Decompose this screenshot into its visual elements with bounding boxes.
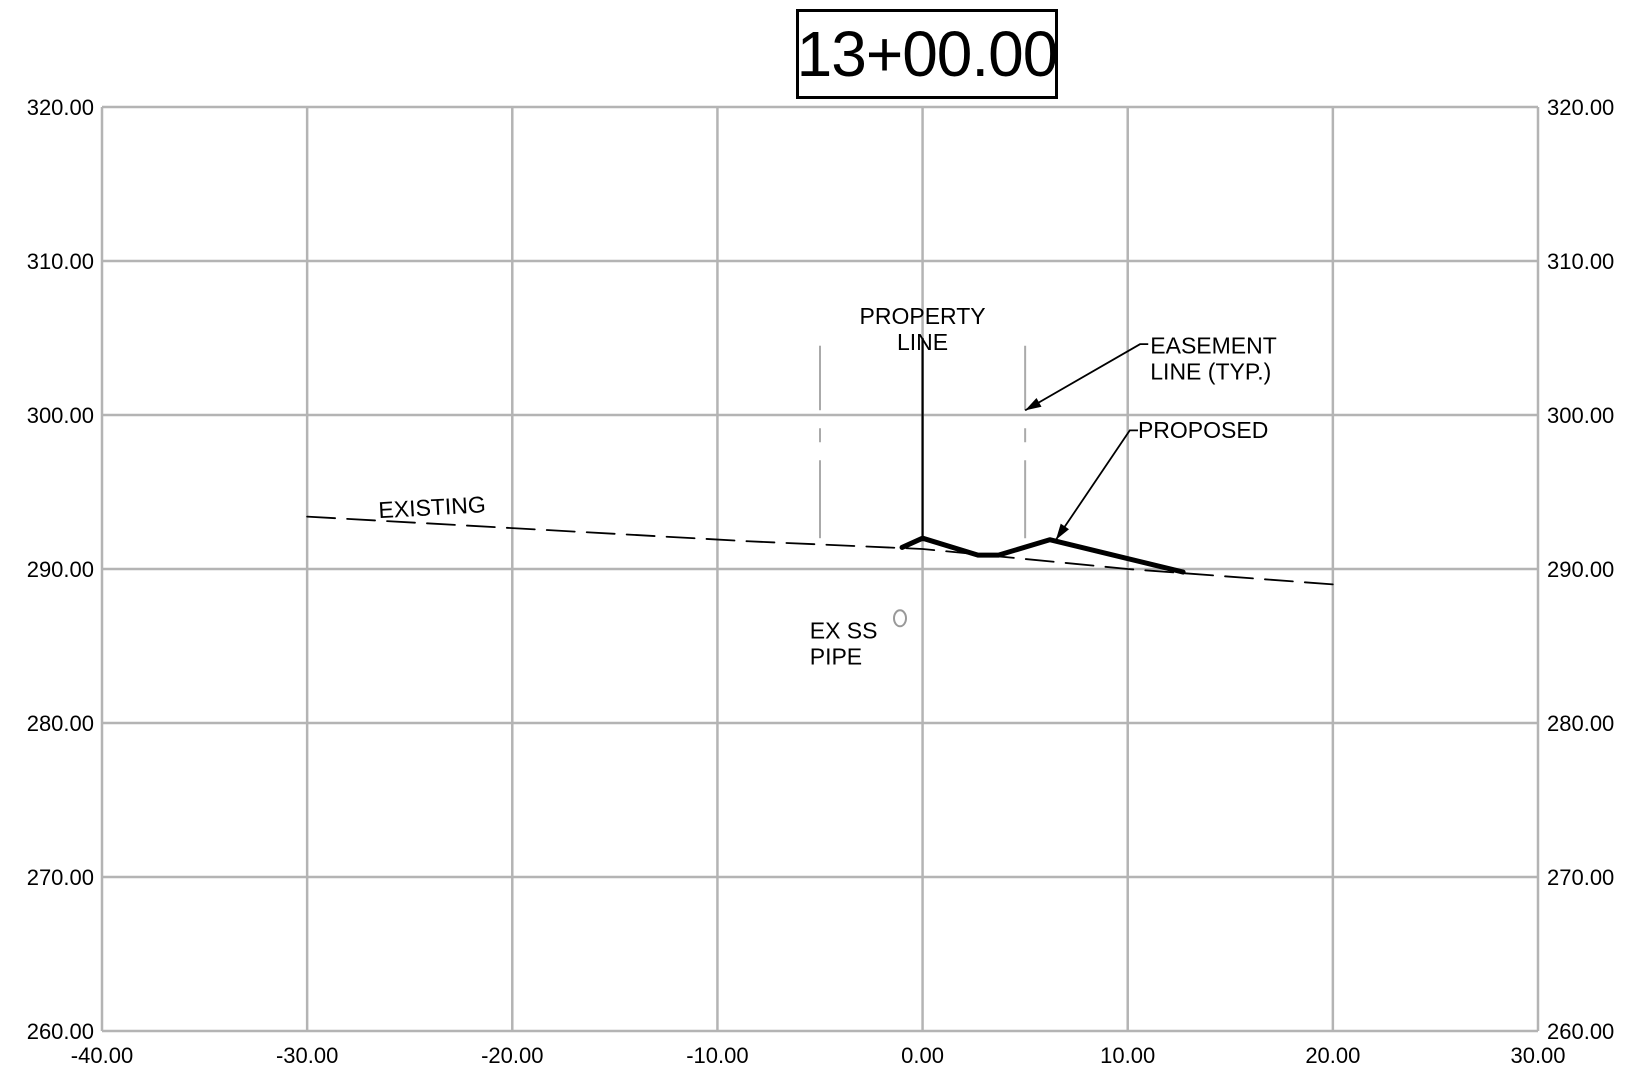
x-tick-label: -40.00 — [71, 1043, 133, 1068]
annotation-line: EXISTING — [378, 491, 487, 523]
y-tick-label-left: 290.00 — [27, 557, 94, 582]
annotation-line: EASEMENT — [1150, 332, 1277, 358]
annotation-existing: EXISTING — [378, 491, 487, 523]
grid — [100, 105, 1540, 1033]
y-tick-label-right: 270.00 — [1547, 865, 1614, 890]
x-tick-label: -10.00 — [686, 1043, 748, 1068]
y-tick-label-left: 260.00 — [27, 1019, 94, 1044]
y-tick-label-right: 310.00 — [1547, 249, 1614, 274]
feature-ex-ss-pipe — [893, 609, 908, 628]
annotation-line: PROPOSED — [1138, 417, 1268, 443]
x-tick-label: 0.00 — [901, 1043, 944, 1068]
y-tick-label-right: 300.00 — [1547, 403, 1614, 428]
annotation-line: LINE — [897, 329, 948, 355]
y-tick-label-left: 320.00 — [27, 95, 94, 120]
x-tick-label: 20.00 — [1305, 1043, 1360, 1068]
arrowhead-easement — [1025, 398, 1042, 411]
annotation-property: PROPERTY LINE — [860, 303, 986, 355]
y-tick-label-left: 310.00 — [27, 249, 94, 274]
x-tick-label: 30.00 — [1510, 1043, 1565, 1068]
station-title: 13+00.00 — [796, 18, 1059, 90]
annotation-line: LINE (TYP.) — [1150, 358, 1271, 384]
y-tick-label-right: 320.00 — [1547, 95, 1614, 120]
y-tick-label-left: 270.00 — [27, 865, 94, 890]
series-existing — [306, 515, 1334, 586]
arrowhead-proposed — [1055, 523, 1070, 540]
annotation-exss: EX SS PIPE — [810, 617, 878, 669]
y-tick-label-right: 260.00 — [1547, 1019, 1614, 1044]
annotations: PROPERTY LINE EASEMENT LINE (TYP.) PROPOSED E… — [378, 303, 1277, 669]
annotation-line: EX SS — [810, 617, 878, 643]
series-proposed — [899, 535, 1186, 575]
leader-easement — [1024, 343, 1149, 412]
y-tick-label-left: 280.00 — [27, 711, 94, 736]
station-label-box: 13+00.00 — [796, 9, 1058, 99]
y-tick-label-right: 280.00 — [1547, 711, 1614, 736]
series-lines — [306, 515, 1334, 586]
annotation-easement: EASEMENT LINE (TYP.) — [1150, 332, 1277, 384]
y-tick-label-left: 300.00 — [27, 403, 94, 428]
annotation-line: PIPE — [810, 643, 862, 669]
x-tick-label: 10.00 — [1100, 1043, 1155, 1068]
annotation-proposed: PROPOSED — [1138, 417, 1268, 443]
x-tick-label: -20.00 — [481, 1043, 543, 1068]
x-tick-label: -30.00 — [276, 1043, 338, 1068]
leader-proposed — [1055, 429, 1138, 541]
annotation-line: PROPERTY — [860, 303, 986, 329]
tick-labels: -40.00 -30.00 -20.00 -10.00 0.00 10.00 20.00 30… — [27, 95, 1615, 1068]
features — [893, 609, 908, 628]
y-tick-label-right: 290.00 — [1547, 557, 1614, 582]
vertical-lines — [819, 338, 1027, 542]
